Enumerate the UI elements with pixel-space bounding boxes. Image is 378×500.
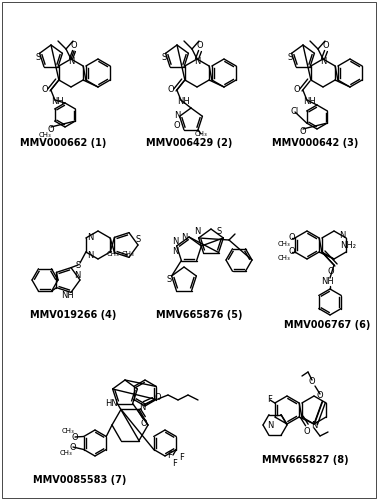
Text: N: N bbox=[172, 238, 178, 246]
Text: O: O bbox=[309, 378, 315, 386]
Text: CH₃: CH₃ bbox=[107, 251, 119, 257]
Text: S: S bbox=[36, 52, 40, 62]
Text: NH: NH bbox=[178, 98, 190, 106]
Text: F: F bbox=[268, 396, 273, 404]
Text: MMV0085583 (7): MMV0085583 (7) bbox=[33, 475, 127, 485]
Text: O: O bbox=[155, 392, 161, 402]
Text: MMV006767 (6): MMV006767 (6) bbox=[284, 320, 370, 330]
Text: N: N bbox=[194, 228, 200, 236]
Text: O: O bbox=[289, 234, 295, 242]
Text: N: N bbox=[267, 420, 273, 430]
Text: N: N bbox=[172, 248, 178, 256]
Text: O: O bbox=[317, 392, 323, 400]
Text: N: N bbox=[339, 230, 345, 239]
Text: O: O bbox=[72, 432, 78, 442]
Text: CH₃: CH₃ bbox=[39, 132, 51, 138]
Text: S: S bbox=[287, 52, 293, 62]
Text: N: N bbox=[139, 402, 145, 411]
Text: MMV006429 (2): MMV006429 (2) bbox=[146, 138, 232, 148]
Text: HN: HN bbox=[105, 398, 118, 407]
Text: O: O bbox=[304, 426, 310, 436]
Text: CH₃: CH₃ bbox=[277, 241, 290, 247]
Text: O: O bbox=[70, 442, 76, 452]
Text: NH: NH bbox=[60, 290, 73, 300]
Text: N: N bbox=[174, 110, 180, 120]
Text: F: F bbox=[173, 458, 177, 468]
Text: S: S bbox=[161, 52, 167, 62]
Text: O: O bbox=[328, 268, 334, 276]
Text: NH: NH bbox=[51, 98, 64, 106]
Text: F: F bbox=[167, 450, 172, 460]
Text: F: F bbox=[180, 454, 184, 462]
Text: MMV019266 (4): MMV019266 (4) bbox=[30, 310, 116, 320]
Text: S: S bbox=[166, 276, 172, 284]
Text: MMV665827 (8): MMV665827 (8) bbox=[262, 455, 348, 465]
Text: O: O bbox=[323, 42, 329, 50]
Text: O: O bbox=[42, 86, 48, 94]
Text: N: N bbox=[87, 234, 93, 242]
Text: N: N bbox=[74, 270, 80, 280]
Text: CH₃: CH₃ bbox=[62, 428, 74, 434]
Text: MMV000662 (1): MMV000662 (1) bbox=[20, 138, 106, 148]
Text: N: N bbox=[68, 56, 74, 66]
Text: CH₃: CH₃ bbox=[122, 251, 134, 257]
Text: O: O bbox=[141, 419, 147, 428]
Text: NH: NH bbox=[304, 98, 316, 106]
Text: MMV000642 (3): MMV000642 (3) bbox=[272, 138, 358, 148]
Text: S: S bbox=[135, 236, 141, 244]
Text: O: O bbox=[174, 120, 180, 130]
Text: MMV665876 (5): MMV665876 (5) bbox=[156, 310, 242, 320]
Text: CH₃: CH₃ bbox=[277, 255, 290, 261]
Text: S: S bbox=[216, 228, 222, 236]
Text: CH₃: CH₃ bbox=[60, 450, 72, 456]
Text: N: N bbox=[311, 422, 317, 430]
Text: O: O bbox=[300, 126, 306, 136]
Text: O: O bbox=[294, 86, 300, 94]
Text: N: N bbox=[194, 56, 200, 66]
Text: S: S bbox=[75, 260, 81, 270]
Text: O: O bbox=[167, 86, 174, 94]
Text: N: N bbox=[320, 56, 326, 66]
Text: NH₂: NH₂ bbox=[340, 240, 356, 250]
Text: Cl: Cl bbox=[291, 108, 299, 116]
Text: O: O bbox=[48, 124, 54, 134]
Text: O: O bbox=[289, 248, 295, 256]
Text: NH: NH bbox=[321, 278, 333, 286]
Text: CH₃: CH₃ bbox=[195, 131, 208, 137]
Text: O: O bbox=[197, 42, 203, 50]
Text: N: N bbox=[181, 232, 187, 241]
Text: O: O bbox=[71, 42, 77, 50]
Text: N: N bbox=[87, 250, 93, 260]
